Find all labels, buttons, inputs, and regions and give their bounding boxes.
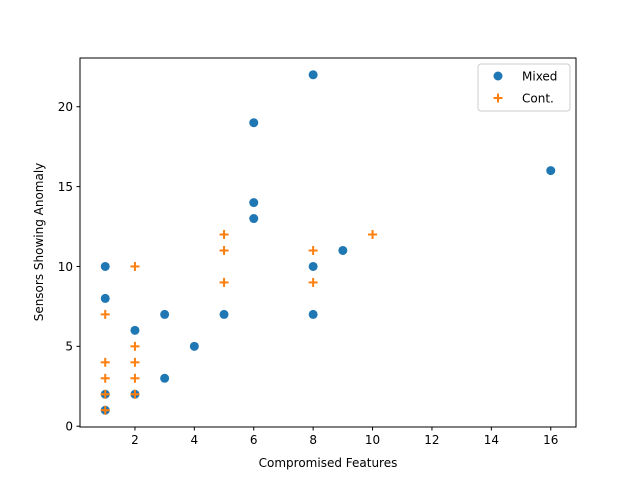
cont-point xyxy=(130,357,140,367)
cont-point xyxy=(368,230,378,240)
legend-label-cont: Cont. xyxy=(522,92,554,106)
y-axis-label: Sensors Showing Anomaly xyxy=(32,163,46,322)
cont-point xyxy=(219,277,229,287)
cont-point xyxy=(308,245,318,255)
cont-point xyxy=(130,341,140,351)
x-tick-label: 6 xyxy=(250,433,258,447)
cont-point xyxy=(100,357,110,367)
mixed-point xyxy=(546,166,556,176)
y-tick-label: 20 xyxy=(58,100,73,114)
cont-point xyxy=(130,389,140,399)
y-tick-label: 0 xyxy=(65,420,73,434)
mixed-point xyxy=(338,245,348,255)
mixed-point xyxy=(249,214,259,224)
y-tick-label: 15 xyxy=(58,180,73,194)
cont-point xyxy=(219,230,229,240)
cont-point xyxy=(100,373,110,383)
legend-marker-cont xyxy=(493,93,503,103)
axes-frame xyxy=(79,57,577,428)
y-tick-label: 10 xyxy=(58,260,73,274)
cont-point xyxy=(130,373,140,383)
mixed-point xyxy=(160,373,170,383)
cont-point xyxy=(219,245,229,255)
cont-point xyxy=(130,261,140,271)
y-tick-label: 5 xyxy=(65,340,73,354)
x-tick-label: 2 xyxy=(131,433,139,447)
axes: 2 4 6 8 10 12 14 16 0 5 10 15 20 xyxy=(58,57,577,447)
legend-label-mixed: Mixed xyxy=(522,70,557,84)
legend-marker-mixed xyxy=(493,71,503,81)
mixed-point xyxy=(130,325,140,335)
mixed-point xyxy=(308,261,318,271)
mixed-point xyxy=(100,261,110,271)
mixed-point xyxy=(308,70,318,80)
cont-point xyxy=(308,277,318,287)
x-tick-label: 8 xyxy=(309,433,317,447)
mixed-point xyxy=(219,309,229,319)
cont-point xyxy=(100,309,110,319)
x-tick-label: 10 xyxy=(365,433,380,447)
mixed-point xyxy=(189,341,199,351)
cont-point xyxy=(100,405,110,415)
x-tick-label: 12 xyxy=(424,433,439,447)
x-axis-label: Compromised Features xyxy=(259,456,398,470)
mixed-point xyxy=(249,118,259,128)
legend: Mixed Cont. xyxy=(477,63,571,112)
mixed-point xyxy=(308,309,318,319)
mixed-point xyxy=(160,309,170,319)
cont-point xyxy=(100,389,110,399)
x-tick-label: 4 xyxy=(191,433,199,447)
mixed-point xyxy=(249,198,259,208)
mixed-point xyxy=(100,293,110,303)
data-points xyxy=(100,70,556,415)
x-tick-label: 16 xyxy=(543,433,558,447)
x-tick-label: 14 xyxy=(484,433,499,447)
